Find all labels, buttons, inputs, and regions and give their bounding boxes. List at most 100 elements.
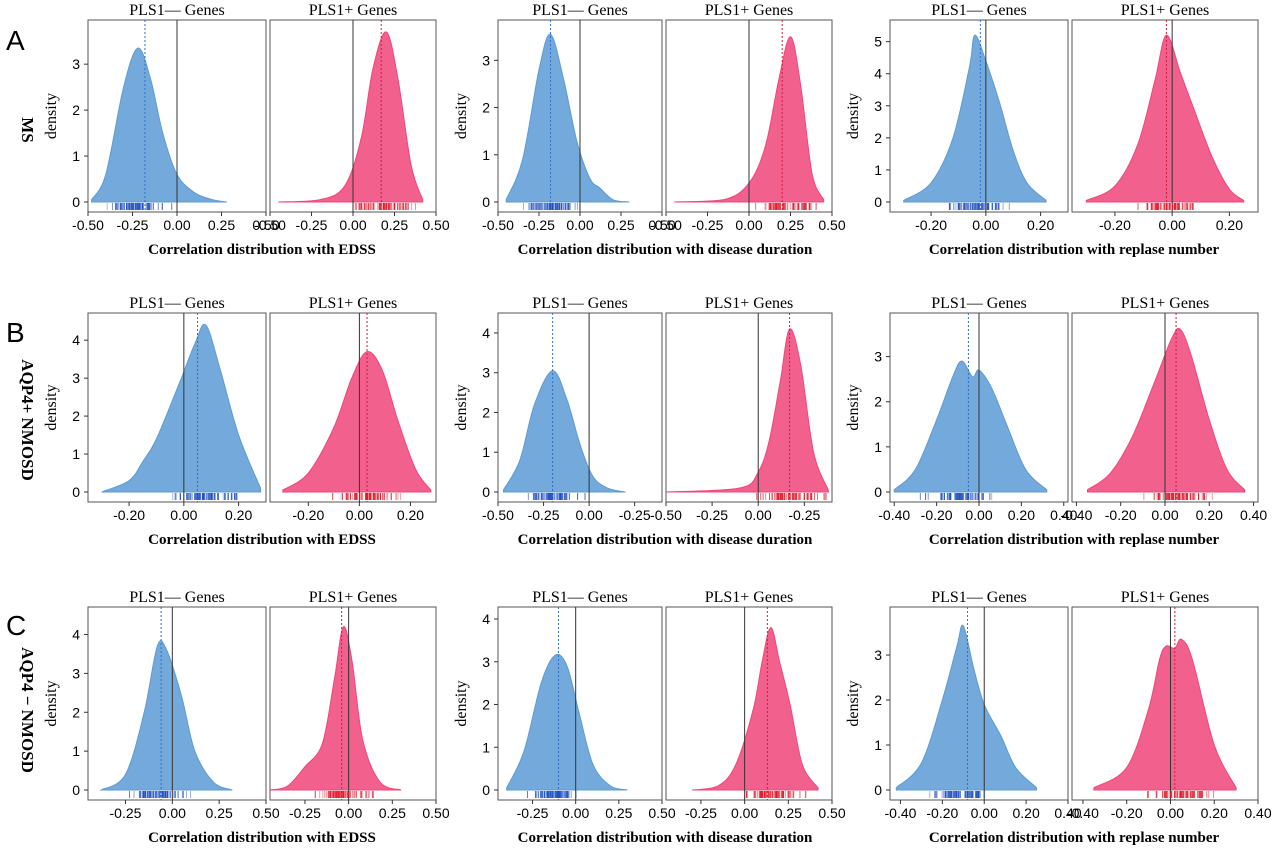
x-tick-label: -0.40	[1067, 805, 1099, 821]
y-tick-label: 0	[482, 194, 490, 210]
y-axis-label: density	[845, 384, 862, 430]
chart-panel: PLS1— Genes -0.25 0.00 0.25 0.50 PLS1+ Genes -…	[453, 589, 846, 846]
x-tick-label: 0.25	[381, 217, 408, 233]
row-labels: A MS B AQP4+ NMOSD C AQP4 − NMOSD	[6, 25, 37, 773]
x-axis-label: Correlation distribution with replase nu…	[929, 242, 1220, 258]
y-tick-label: 3	[874, 98, 882, 114]
y-tick-label: 0	[874, 194, 882, 210]
row-label: AQP4+ NMOSD	[18, 359, 37, 481]
x-tick-label: 0.20	[1027, 217, 1054, 233]
x-tick-label: 0.40	[1244, 805, 1271, 821]
x-tick-label: 0.20	[397, 507, 424, 523]
y-tick-label: 1	[72, 446, 80, 462]
negative-density-area	[91, 47, 227, 203]
y-tick-label: 1	[482, 147, 490, 163]
x-tick-label: 0.20	[225, 507, 252, 523]
y-tick-label: 5	[874, 34, 882, 50]
chart-panel: PLS1— Genes -0.40 -0.20 0.00 0.20 0.40 PLS1+ G…	[845, 295, 1267, 548]
x-tick-label: 0.00	[170, 507, 197, 523]
y-tick-label: 4	[874, 66, 882, 82]
x-axis-label: Correlation distribution with replase nu…	[929, 830, 1220, 846]
x-tick-label: -0.25	[289, 805, 321, 821]
panel-frame	[497, 606, 663, 801]
x-tick-label: 0.50	[422, 805, 449, 821]
panel-frame	[87, 606, 267, 801]
x-tick-label: -0.25	[296, 217, 328, 233]
x-tick-label: 0.25	[379, 805, 406, 821]
x-tick-label: 0.50	[252, 217, 279, 233]
negative-density-area	[502, 370, 626, 493]
negative-density-area	[893, 360, 1048, 493]
x-tick-label: -0.50	[72, 217, 104, 233]
x-tick-label: -0.20	[113, 507, 145, 523]
x-tick-label: 0.50	[818, 217, 845, 233]
x-tick-label: 0.25	[777, 217, 804, 233]
y-axis-label: density	[845, 93, 862, 139]
row-label: AQP4 − NMOSD	[18, 647, 37, 773]
x-tick-label: -0.20	[1105, 507, 1137, 523]
x-tick-label: -0.50	[254, 217, 286, 233]
y-tick-label: 0	[874, 782, 882, 798]
facet-title: PLS1— Genes	[931, 2, 1027, 19]
y-tick-label: 3	[482, 365, 490, 381]
row-letter: C	[6, 610, 26, 641]
x-tick-label: 0.25	[605, 805, 632, 821]
x-tick-label: -0.20	[915, 217, 947, 233]
x-tick-label: 0.25	[775, 805, 802, 821]
y-tick-label: 3	[482, 654, 490, 670]
facet-title: PLS1+ Genes	[1121, 589, 1210, 606]
y-tick-label: 2	[482, 100, 490, 116]
y-tick-label: 1	[874, 439, 882, 455]
x-axis-label: Correlation distribution with disease du…	[518, 532, 813, 548]
x-tick-label: -0.25	[117, 217, 149, 233]
negative-density-area	[99, 640, 233, 791]
y-axis-label: density	[43, 680, 60, 726]
positive-density-area	[665, 328, 829, 493]
positive-density-area	[1093, 638, 1237, 791]
x-tick-label: -0.25	[685, 805, 717, 821]
y-tick-label: 0	[482, 484, 490, 500]
panel-frame	[889, 606, 1069, 801]
x-tick-label: 0.20	[1201, 805, 1228, 821]
x-tick-label: -0.25	[692, 217, 724, 233]
y-tick-label: 4	[482, 325, 490, 341]
y-tick-label: 3	[874, 647, 882, 663]
y-tick-label: 0	[72, 194, 80, 210]
y-tick-label: 1	[482, 444, 490, 460]
x-tick-label: -0.25	[517, 805, 549, 821]
x-tick-label: -0.40	[885, 805, 917, 821]
x-tick-label: -0.20	[926, 805, 958, 821]
y-tick-label: 3	[72, 665, 80, 681]
x-tick-label: 0.50	[422, 217, 449, 233]
negative-density-area	[505, 33, 630, 203]
y-tick-label: 1	[72, 743, 80, 759]
x-tick-label: -0.25	[110, 805, 142, 821]
facet-title: PLS1+ Genes	[309, 589, 398, 606]
positive-density-area	[692, 627, 819, 791]
x-tick-label: 0.00	[731, 805, 758, 821]
row-label: MS	[18, 117, 37, 143]
facet-title: PLS1— Genes	[931, 295, 1027, 312]
negative-density-area	[101, 323, 262, 493]
y-tick-label: 2	[874, 130, 882, 146]
panel-frame	[269, 606, 437, 801]
x-tick-label: 0.40	[1050, 507, 1077, 523]
panels: PLS1— Genes -0.50 -0.25 0.00 0.25 0.50 PLS1+ G…	[43, 2, 1272, 846]
y-tick-label: 0	[874, 484, 882, 500]
x-tick-label: 0.40	[1054, 805, 1081, 821]
positive-density-area	[674, 36, 825, 203]
x-axis-label: Correlation distribution with EDSS	[148, 830, 376, 846]
x-tick-label: 0.00	[1151, 507, 1178, 523]
panel-frame	[889, 19, 1069, 213]
x-tick-label: 0.00	[339, 217, 366, 233]
x-tick-label: 0.20	[1216, 217, 1243, 233]
x-tick-label: 0.00	[163, 217, 190, 233]
y-tick-label: 2	[72, 704, 80, 720]
x-tick-label: 0.50	[252, 805, 279, 821]
facet-title: PLS1+ Genes	[705, 295, 794, 312]
facet-title: PLS1+ Genes	[1121, 295, 1210, 312]
x-tick-label: -0.25	[788, 507, 820, 523]
y-tick-label: 2	[482, 404, 490, 420]
x-tick-label: 0.20	[1008, 507, 1035, 523]
